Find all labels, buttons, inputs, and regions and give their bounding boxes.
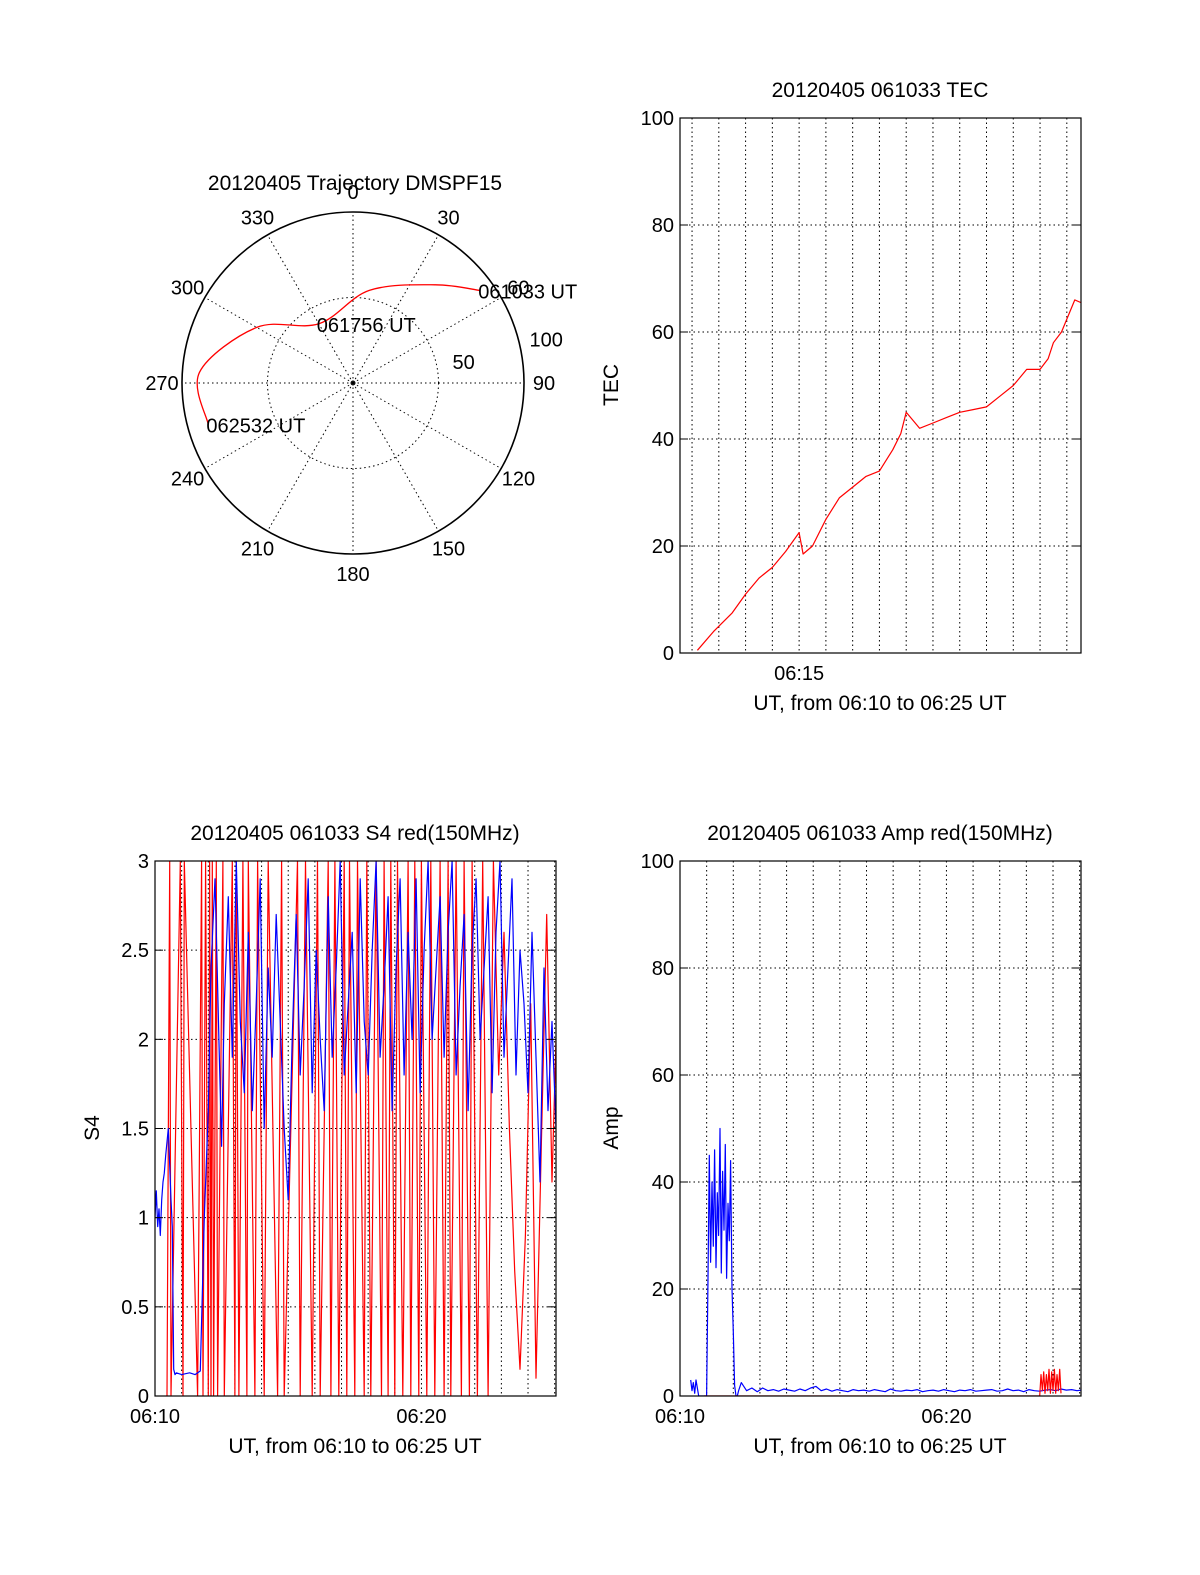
amp-ytick-label: 80 [652, 958, 674, 980]
tec-y-axis-label: TEC [600, 364, 623, 406]
amp-series-line-0 [690, 1127, 1081, 1396]
polar-azimuth-label: 270 [145, 373, 178, 395]
tec-ytick-label: 20 [652, 536, 674, 558]
polar-spoke-30 [352, 234, 439, 384]
amp-x-axis-label: UT, from 06:10 to 06:25 UT [753, 1435, 1006, 1458]
s4-ytick-label: 1 [138, 1208, 149, 1230]
polar-trajectory-chart: 20120405 Trajectory DMSPF15 0 30 60 90 120 15… [145, 172, 577, 586]
polar-time-annotation: 062532 UT [206, 415, 305, 437]
s4-chart: 20120405 061033 S4 red(150MHz) 0 0.5 1 1.5 2… [81, 822, 557, 1458]
polar-azimuth-label: 330 [241, 208, 274, 230]
polar-azimuth-label: 30 [437, 208, 459, 230]
s4-ytick-label: 2 [138, 1029, 149, 1051]
s4-y-axis-label: S4 [81, 1115, 104, 1141]
amp-y-axis-label: Amp [600, 1106, 623, 1149]
s4-title: 20120405 061033 S4 red(150MHz) [190, 822, 519, 845]
polar-azimuth-label: 150 [432, 538, 465, 560]
amp-ytick-label: 40 [652, 1172, 674, 1194]
polar-radial-label: 50 [452, 352, 474, 374]
amp-ytick-label: 60 [652, 1065, 674, 1087]
s4-ytick-label: 1.5 [121, 1119, 149, 1141]
polar-azimuth-label: 60 [507, 278, 529, 300]
polar-azimuth-label: 300 [171, 278, 204, 300]
s4-ytick-label: 0.5 [121, 1297, 149, 1319]
amp-xtick-label: 06:20 [921, 1406, 971, 1428]
polar-spoke-120 [352, 382, 502, 469]
tec-ytick-label: 80 [652, 215, 674, 237]
tec-title: 20120405 061033 TEC [772, 79, 989, 102]
amp-ytick-label: 0 [663, 1386, 674, 1408]
amp-series-line-1 [704, 1368, 1062, 1396]
tec-ytick-label: 100 [641, 108, 674, 130]
polar-center [350, 380, 356, 386]
polar-time-annotation: 061756 UT [317, 315, 416, 337]
amp-title: 20120405 061033 Amp red(150MHz) [707, 822, 1053, 845]
amp-plot-frame [679, 860, 1082, 1397]
polar-time-annotation: 061033 UT [478, 282, 577, 304]
polar-azimuth-label: 120 [502, 469, 535, 491]
polar-spoke-330 [267, 234, 354, 384]
tec-ytick-label: 60 [652, 322, 674, 344]
polar-title: 20120405 Trajectory DMSPF15 [208, 172, 502, 195]
polar-radial-label: 100 [529, 330, 562, 352]
amp-xtick-label: 06:10 [655, 1406, 705, 1428]
s4-ytick-label: 0 [138, 1386, 149, 1408]
tec-ytick-label: 0 [663, 643, 674, 665]
polar-azimuth-label: 180 [336, 564, 369, 586]
tec-plot-frame [679, 117, 1082, 654]
polar-azimuth-label: 90 [533, 373, 555, 395]
tec-ytick-label: 40 [652, 429, 674, 451]
s4-x-axis-label: UT, from 06:10 to 06:25 UT [228, 1435, 481, 1458]
amp-ytick-label: 100 [641, 851, 674, 873]
polar-spoke-210 [267, 382, 354, 532]
tec-x-axis-label: UT, from 06:10 to 06:25 UT [753, 692, 1006, 715]
polar-spoke-240 [204, 382, 354, 469]
s4-series-line-1 [155, 861, 556, 1376]
tec-xtick-label: 06:15 [774, 663, 824, 685]
polar-trajectory-line [196, 284, 481, 425]
polar-spoke-150 [352, 382, 439, 532]
polar-ring-50 [267, 297, 439, 469]
amp-ytick-label: 20 [652, 1279, 674, 1301]
tec-chart: 20120405 061033 TEC 0 20 40 60 80 100 06:15 UT… [600, 79, 1082, 715]
polar-spoke-300 [204, 297, 354, 384]
polar-outer-ring [181, 211, 525, 555]
polar-azimuth-label: 210 [241, 538, 274, 560]
tec-series-line-0 [696, 299, 1081, 651]
s4-xtick-label: 06:20 [396, 1406, 446, 1428]
amp-chart: 20120405 061033 Amp red(150MHz) 0 20 40 60 8… [600, 822, 1082, 1458]
s4-ytick-label: 2.5 [121, 940, 149, 962]
polar-azimuth-label: 0 [347, 182, 358, 204]
polar-azimuth-label: 240 [171, 469, 204, 491]
s4-xtick-label: 06:10 [130, 1406, 180, 1428]
s4-ytick-label: 3 [138, 851, 149, 873]
